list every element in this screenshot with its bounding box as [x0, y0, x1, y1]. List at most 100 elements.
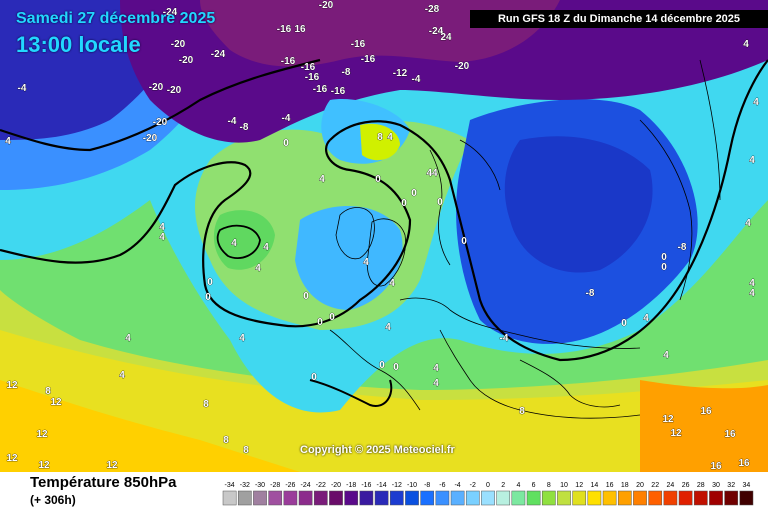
isotherm-label: 4	[433, 378, 439, 389]
isotherm-label: 0	[207, 277, 213, 288]
isotherm-label: 0	[393, 362, 399, 373]
isotherm-label: 4	[387, 132, 393, 143]
scale-tick-label: 18	[621, 482, 629, 489]
isotherm-pocket	[216, 224, 261, 260]
warm-zone-south	[0, 330, 768, 472]
isotherm-label: -20	[149, 82, 164, 93]
isotherm-label: 0	[329, 312, 335, 323]
isotherm-label: 0	[461, 236, 467, 247]
isotherm-label: 0	[311, 372, 317, 383]
scale-swatch	[617, 490, 632, 506]
isotherm-label: 0	[283, 138, 289, 149]
isotherm-label: 12	[36, 429, 48, 440]
scale-tick-label: 12	[575, 482, 583, 489]
scale-swatch	[298, 490, 313, 506]
isotherm-label: -20	[171, 39, 186, 50]
isotherm-label: -8	[586, 288, 595, 299]
isotherm-zero-west	[0, 139, 412, 328]
isotherm-label: -20	[319, 0, 334, 11]
isotherm-label: -8	[678, 242, 687, 253]
isotherm-label: 4	[5, 136, 11, 147]
isotherm-label: 24	[440, 32, 452, 43]
scale-swatch	[693, 490, 708, 506]
isotherm-label: -20	[179, 55, 194, 66]
scale-tick-label: 20	[636, 482, 644, 489]
warm-zone-southeast	[640, 380, 768, 472]
scale-tick-label: 8	[547, 482, 551, 489]
scale-tick-label: 32	[727, 482, 735, 489]
isotherm-label: -16	[305, 72, 320, 83]
isotherm-label: -12	[393, 68, 408, 79]
scale-swatch	[602, 490, 617, 506]
color-scale-ticks: -34 -32 -30 -28 -26 -24 -22 -20 -18 -16 -14 -12 -10-…	[225, 482, 751, 489]
scale-tick-label: -12	[392, 482, 402, 489]
scale-tick-label: 0	[486, 482, 490, 489]
isotherm-label: -8	[342, 67, 351, 78]
isotherm-label: 0	[317, 317, 323, 328]
scale-tick-label: -28	[270, 482, 280, 489]
isotherm-label: -4	[282, 113, 291, 124]
isotherm-label: 4	[385, 322, 391, 333]
scale-tick-label: 26	[682, 482, 690, 489]
scale-swatch	[648, 490, 663, 506]
warm-zone-southwest	[0, 380, 300, 472]
isotherm-label: 4	[663, 350, 669, 361]
isotherm-label: 12	[662, 414, 674, 425]
legend-footer: Température 850hPa (+ 306h) -34 -32 -30 -28…	[0, 472, 768, 512]
isotherm-label: -24	[429, 26, 444, 37]
scale-swatch	[739, 490, 754, 506]
isotherm-label: 0	[437, 197, 443, 208]
isotherm-label: 4	[159, 232, 165, 243]
scale-swatch	[237, 490, 252, 506]
isotherm-label: 0	[401, 198, 407, 209]
isotherm-label: -4	[500, 333, 509, 344]
scale-swatch	[359, 490, 374, 506]
isotherm-label: 8	[377, 132, 383, 143]
isotherm-label: 4	[753, 97, 759, 108]
isotherm-label: 8	[243, 445, 249, 456]
scale-swatch	[633, 490, 647, 506]
isotherm-label: -16	[351, 39, 366, 50]
isotherm-label: -24	[211, 49, 226, 60]
isotherm-label: 0	[205, 292, 211, 303]
isotherm-label: 0	[303, 291, 309, 302]
scale-tick-label: 30	[712, 482, 720, 489]
color-scale: -34 -32 -30 -28 -26 -24 -22 -20 -18 -16 -14 -12 -10-…	[222, 482, 754, 506]
isotherm-label: -20	[153, 117, 168, 128]
isotherm-label: -8	[240, 122, 249, 133]
scale-tick-label: 6	[532, 482, 536, 489]
cold-core-east	[504, 136, 653, 273]
isotherm-label: 12	[6, 453, 18, 464]
color-scale-swatches	[222, 490, 754, 506]
scale-tick-label: -20	[331, 482, 341, 489]
scale-tick-label: -22	[316, 482, 326, 489]
temperature-map[interactable]: -24 -20 -28 -20 -20 -24 -16 16 -16 -24 24 -20 -16 -16…	[0, 0, 768, 472]
scale-swatch	[587, 490, 602, 506]
scale-tick-label: -16	[361, 482, 371, 489]
scale-tick-label: -18	[346, 482, 356, 489]
isotherm-label: 0	[375, 174, 381, 185]
scale-tick-label: -32	[240, 482, 250, 489]
scale-swatch	[389, 490, 404, 506]
forecast-time: 13:00 locale	[16, 32, 141, 57]
scale-tick-label: -24	[301, 482, 311, 489]
isotherm-label: 4	[159, 222, 165, 233]
scale-swatch	[526, 490, 541, 506]
isotherm-label: -4	[412, 74, 421, 85]
isotherm-label: 0	[661, 262, 667, 273]
forecast-date: Samedi 27 décembre 2025	[16, 10, 216, 27]
isotherm-label: 4	[239, 333, 245, 344]
scale-swatch	[678, 490, 693, 506]
isotherm-labels: -24-20 -28-20-20-24-16 16-16-2424-20-16-16…	[5, 0, 760, 472]
scale-swatch	[465, 490, 480, 506]
green-pocket-atlantic	[213, 210, 275, 270]
scale-swatch	[329, 490, 343, 506]
isotherm-label: 8	[45, 386, 51, 397]
isotherm-label: 4	[433, 363, 439, 374]
scale-swatch	[450, 490, 465, 506]
scale-swatch	[268, 490, 283, 506]
scale-swatch	[724, 490, 739, 506]
isotherm-label: 12	[50, 397, 62, 408]
isotherm-label: 0	[621, 318, 627, 329]
scale-swatch	[709, 490, 723, 506]
